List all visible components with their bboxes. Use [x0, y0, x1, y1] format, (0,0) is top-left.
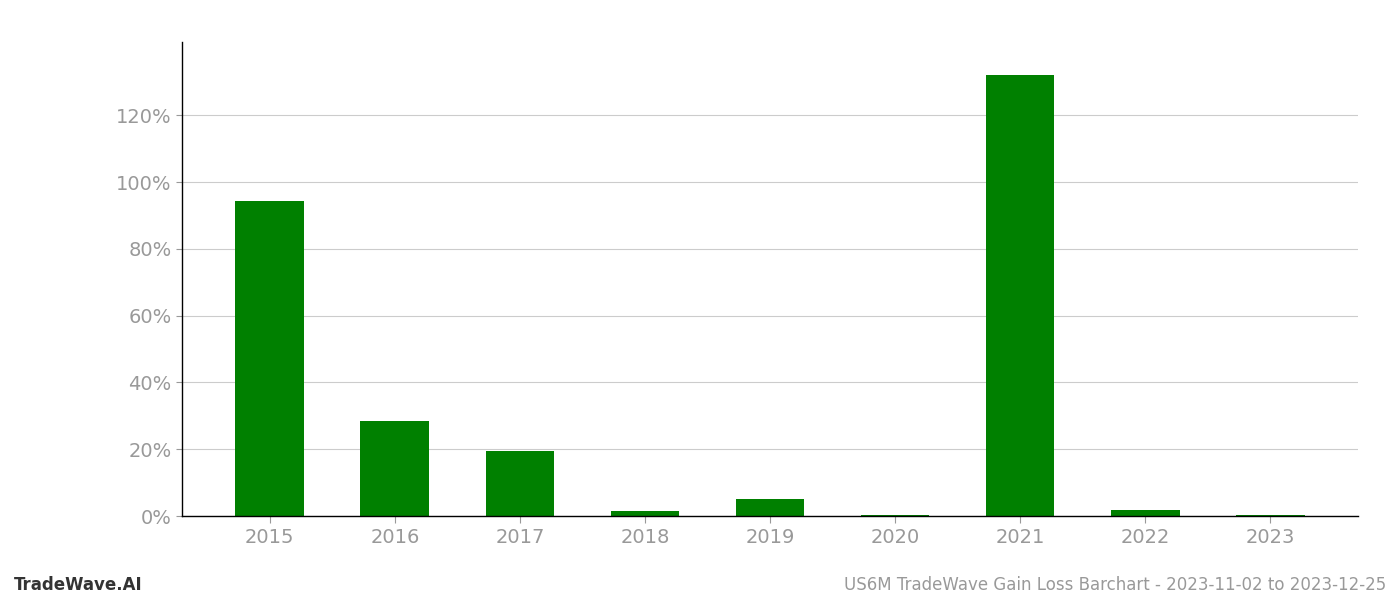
Text: TradeWave.AI: TradeWave.AI: [14, 576, 143, 594]
Bar: [235, 200, 304, 516]
Bar: [486, 451, 554, 516]
Bar: [861, 515, 930, 516]
Text: US6M TradeWave Gain Loss Barchart - 2023-11-02 to 2023-12-25: US6M TradeWave Gain Loss Barchart - 2023…: [844, 576, 1386, 594]
Bar: [735, 499, 805, 516]
Bar: [1236, 515, 1305, 516]
Bar: [986, 76, 1054, 516]
Bar: [610, 511, 679, 516]
Bar: [1110, 510, 1180, 516]
Bar: [360, 421, 430, 516]
